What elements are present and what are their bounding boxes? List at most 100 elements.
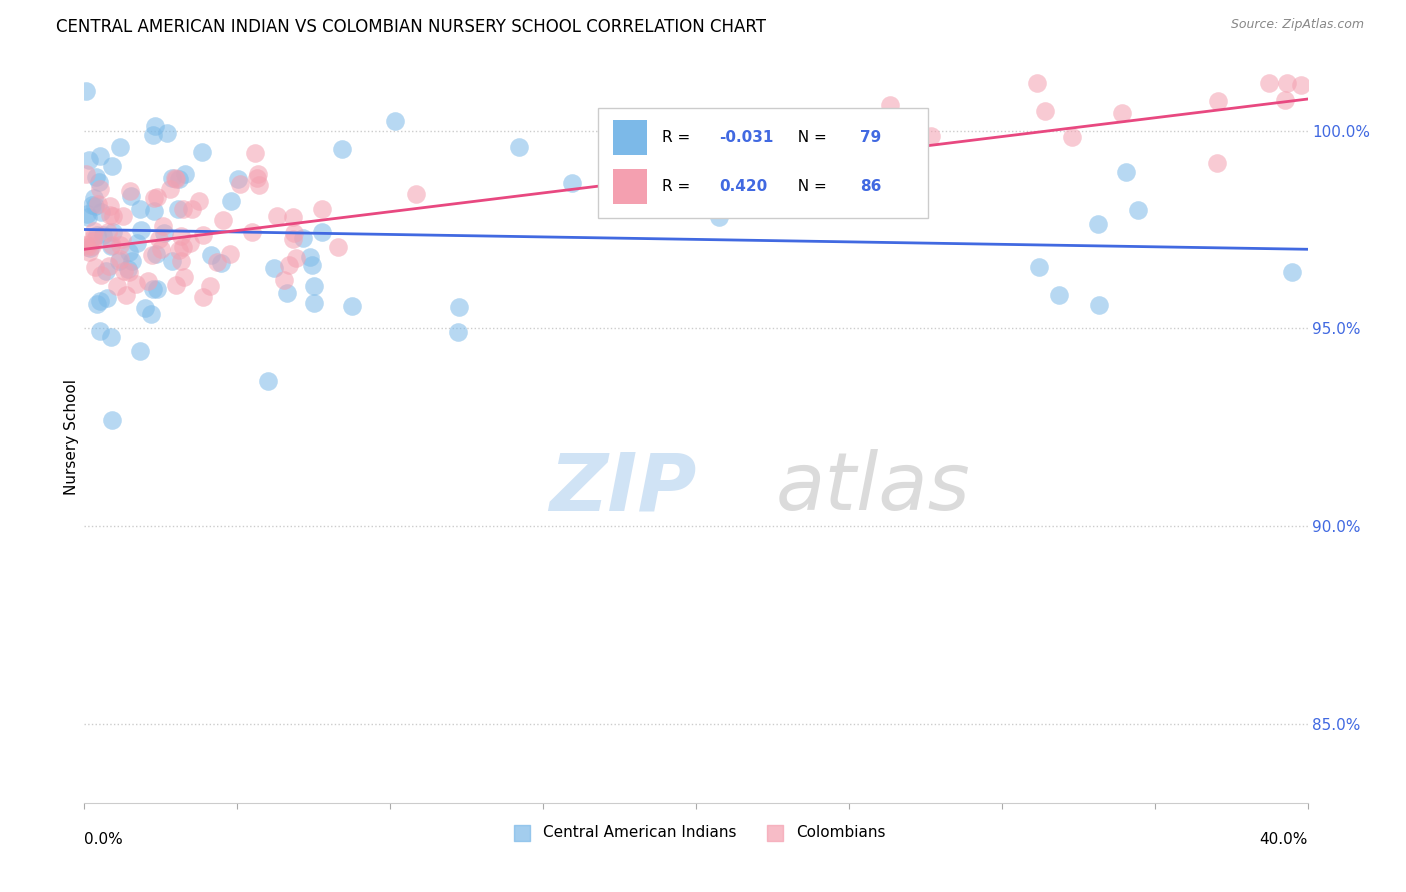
Text: R =: R = [662,130,695,145]
Point [170,229,193,244]
Point [118,244,141,259]
Point [77,210,100,224]
Point [111,209,134,223]
Point [105,279,128,293]
Point [172,240,194,254]
Point [77,245,100,260]
Point [101,209,124,223]
Point [97,225,120,239]
Point [219,194,242,209]
Point [273,273,295,287]
Point [405,187,427,202]
Text: N =: N = [787,179,831,194]
Point [770,124,793,138]
Text: 86: 86 [860,179,882,194]
Point [243,146,266,161]
Point [304,295,326,310]
Point [86,297,108,311]
Point [100,330,122,344]
Point [921,128,943,143]
Point [263,260,285,275]
Point [1028,260,1050,274]
Point [865,120,887,134]
Point [1087,298,1109,312]
Point [115,288,138,302]
Point [311,202,333,216]
Point [76,240,98,254]
Point [447,300,470,314]
Point [89,182,111,196]
Point [98,199,121,213]
Point [191,145,214,159]
Point [191,228,214,243]
Point [143,119,166,133]
Point [125,277,148,291]
Point [138,275,160,289]
Point [100,238,122,252]
Point [285,252,308,266]
Point [91,227,114,242]
Point [82,231,104,245]
Point [1205,156,1227,170]
Point [101,412,124,426]
Point [160,171,183,186]
Point [75,84,97,98]
Point [100,238,122,252]
Point [84,169,107,184]
Point [257,374,280,388]
Point [877,156,900,170]
Point [1128,202,1150,217]
Point [1281,265,1303,279]
Point [77,153,100,168]
Point [162,254,184,268]
Point [879,97,901,112]
Point [120,188,142,202]
Point [83,224,105,238]
Point [173,269,195,284]
Point [153,226,176,240]
Point [229,177,252,191]
Point [120,184,142,198]
Point [142,128,165,142]
Point [342,299,364,313]
Point [266,209,288,223]
Point [277,258,299,272]
Point [90,268,112,283]
Point [169,171,191,186]
Point [1033,104,1056,119]
Point [1115,165,1137,179]
Bar [613,120,647,155]
Point [82,198,104,212]
Point [89,324,111,338]
Point [89,149,111,163]
Point [1274,94,1296,108]
Point [707,210,730,224]
Point [145,247,167,261]
Point [283,226,305,240]
Text: 0.420: 0.420 [720,179,768,194]
Point [276,285,298,300]
Point [384,113,406,128]
Point [108,238,131,252]
Point [125,236,148,251]
Point [209,256,232,270]
Point [744,159,766,173]
Point [143,204,166,219]
Text: atlas: atlas [776,450,970,527]
Point [79,241,101,255]
Point [281,232,304,246]
Legend: Central American Indians, Colombians: Central American Indians, Colombians [501,819,891,847]
Point [121,254,143,268]
Point [128,202,150,217]
Point [129,343,152,358]
Y-axis label: Nursery School: Nursery School [63,379,79,495]
Point [129,223,152,237]
Point [134,301,156,316]
Point [82,234,104,248]
Point [112,264,135,278]
Point [96,291,118,305]
Point [142,282,165,296]
Point [139,307,162,321]
Point [1257,76,1279,90]
Point [118,265,141,279]
